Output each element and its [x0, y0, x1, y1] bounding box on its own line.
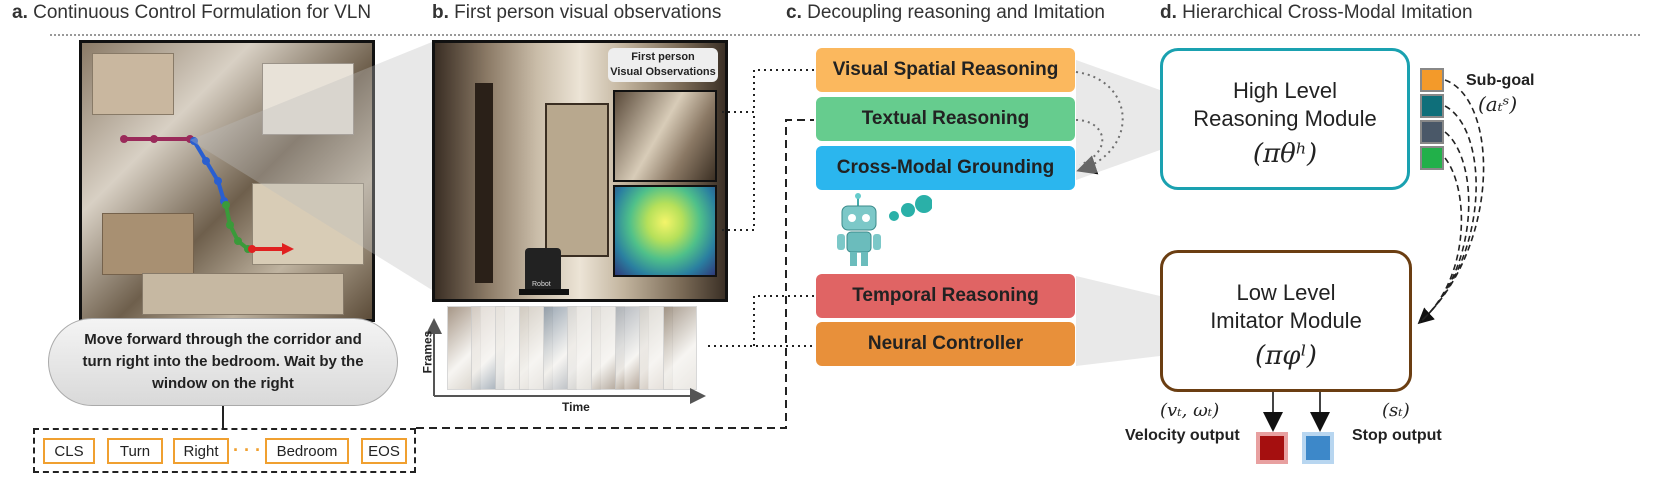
stop-label: Stop output	[1352, 427, 1442, 444]
high-module-line1: High Level	[1233, 78, 1337, 103]
header-a: a. Continuous Control Formulation for VL…	[12, 2, 371, 24]
instruction-connector	[222, 406, 224, 428]
instruction-bubble: Move forward through the corridor and tu…	[48, 318, 398, 406]
header-c-letter: c.	[786, 2, 802, 23]
trajectory-waypoint	[226, 221, 234, 229]
temporal-reasoning-box: Temporal Reasoning	[816, 274, 1075, 318]
trajectory-waypoint	[214, 177, 222, 185]
token-bedroom: Bedroom	[265, 438, 349, 464]
high-level-reasoning-module: High Level Reasoning Module (πθʰ)	[1160, 48, 1410, 190]
observation-frame	[663, 306, 697, 390]
low-module-line1: Low Level	[1236, 280, 1336, 305]
low-module-policy: (πφˡ)	[1255, 341, 1317, 371]
header-a-letter: a.	[12, 2, 28, 23]
instruction-text: Move forward through the corridor and tu…	[82, 331, 364, 392]
header-b: b. First person visual observations	[432, 2, 721, 24]
token-sequence: CLS Turn Right · · · Bedroom EOS	[33, 428, 416, 473]
trajectory-waypoint	[202, 157, 210, 165]
trajectory-waypoint	[222, 201, 230, 209]
header-d-text: Hierarchical Cross-Modal Imitation	[1182, 2, 1473, 23]
trajectory-path	[120, 135, 294, 255]
trajectory-segment	[192, 139, 226, 202]
frame-axes	[426, 318, 706, 404]
token-right: Right	[173, 438, 229, 464]
neural-controller-box: Neural Controller	[816, 322, 1075, 366]
depth-observation	[613, 185, 717, 277]
robot-label: Robot	[532, 281, 551, 288]
fpv-label-line1: First person	[631, 51, 695, 63]
view-cone	[190, 42, 432, 290]
trajectory-waypoint	[234, 237, 242, 245]
header-d: d. Hierarchical Cross-Modal Imitation	[1160, 2, 1473, 24]
token-eos: EOS	[361, 438, 407, 464]
visual-spatial-reasoning-label: Visual Spatial Reasoning	[832, 59, 1059, 80]
header-b-letter: b.	[432, 2, 449, 23]
token-ellipsis: · · ·	[233, 440, 261, 460]
subgoal-token-2	[1420, 94, 1444, 118]
robot-icon	[837, 193, 932, 266]
velocity-label: Velocity output	[1125, 427, 1240, 444]
header-d-letter: d.	[1160, 2, 1177, 23]
trajectory-waypoint	[190, 137, 198, 145]
stop-symbol: (sₜ)	[1382, 400, 1410, 421]
subgoal-token-1	[1420, 68, 1444, 92]
header-divider	[50, 34, 1640, 36]
header-b-text: First person visual observations	[454, 2, 722, 23]
frame-stack	[447, 306, 707, 390]
token-turn: Turn	[107, 438, 163, 464]
cross-modal-grounding-box: Cross-Modal Grounding	[816, 146, 1075, 190]
trajectory-segment	[224, 204, 250, 251]
low-level-imitator-module: Low Level Imitator Module (πφˡ)	[1160, 250, 1412, 392]
fpv-label: First person Visual Observations	[608, 48, 718, 82]
header-c-text: Decoupling reasoning and Imitation	[807, 2, 1105, 23]
header-a-text: Continuous Control Formulation for VLN	[33, 2, 372, 23]
trajectory-waypoint	[150, 135, 158, 143]
trajectory-waypoint	[120, 135, 128, 143]
subgoal-token-3	[1420, 120, 1444, 144]
cross-modal-grounding-label: Cross-Modal Grounding	[836, 157, 1055, 178]
subgoal-symbol: (aₜˢ)	[1478, 92, 1518, 116]
velocity-symbol: (vₜ, ωₜ)	[1160, 400, 1220, 421]
velocity-output-square	[1256, 432, 1288, 464]
stop-output-square	[1302, 432, 1334, 464]
high-module-line2: Reasoning Module	[1193, 106, 1377, 131]
textual-reasoning-label: Textual Reasoning	[861, 108, 1030, 129]
subgoal-token-4	[1420, 146, 1444, 170]
temporal-reasoning-label: Temporal Reasoning	[852, 285, 1039, 306]
high-module-policy: (πθʰ)	[1252, 139, 1318, 169]
trajectory-waypoint	[248, 245, 256, 253]
rgb-observation	[613, 90, 717, 182]
header-c: c. Decoupling reasoning and Imitation	[786, 2, 1105, 24]
trajectory-end-arrow	[282, 243, 294, 255]
textual-reasoning-box: Textual Reasoning	[816, 97, 1075, 141]
low-module-line2: Imitator Module	[1210, 308, 1362, 333]
neural-controller-label: Neural Controller	[867, 333, 1024, 354]
token-cls: CLS	[43, 438, 95, 464]
time-axis-label: Time	[562, 400, 590, 414]
subgoal-label: Sub-goal	[1466, 72, 1535, 89]
fpv-label-line2: Visual Observations	[610, 66, 716, 78]
visual-spatial-reasoning-box: Visual Spatial Reasoning	[816, 48, 1075, 92]
